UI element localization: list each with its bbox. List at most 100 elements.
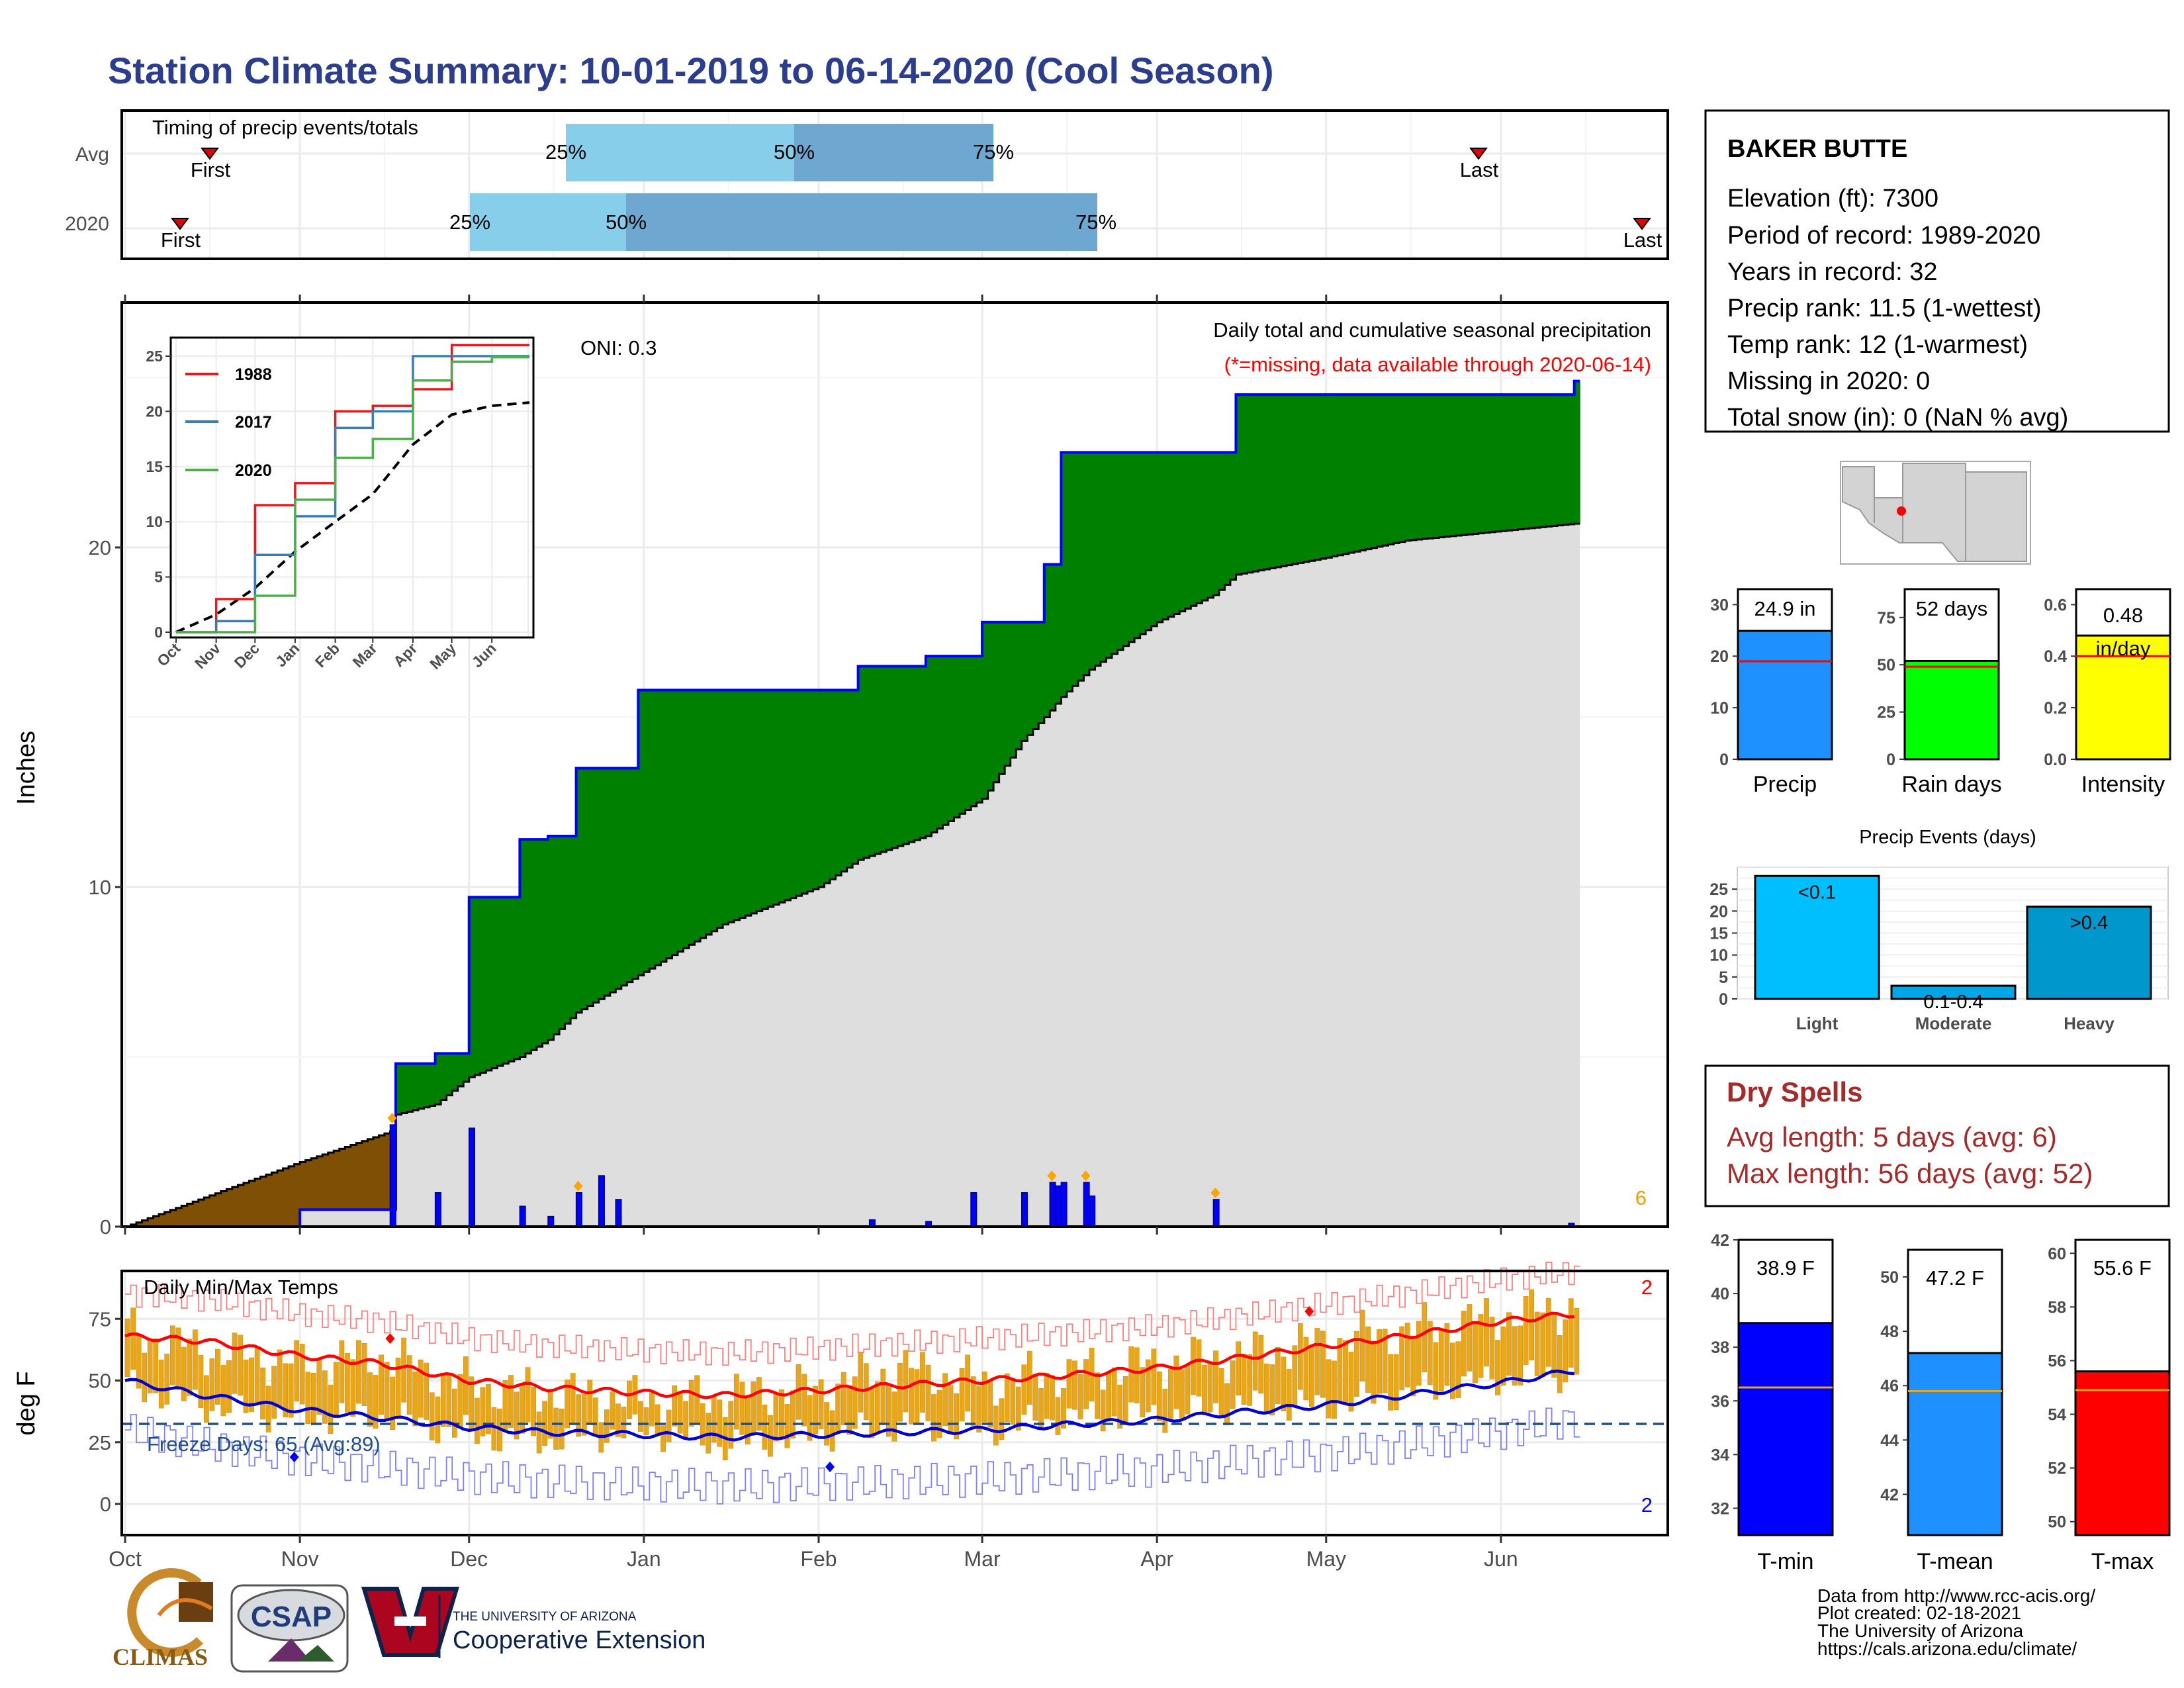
daily-temp-bar (987, 1380, 993, 1428)
temp-summary-2-bar (2074, 1370, 2171, 1536)
inset-ytick-label: 20 (146, 402, 163, 420)
daily-temp-bar (801, 1374, 807, 1427)
daily-temp-bar (739, 1382, 745, 1435)
temp-summary-0-tick: 34 (1711, 1446, 1729, 1464)
daily-temp-bar (1196, 1339, 1202, 1397)
daily-temp-bar (880, 1368, 886, 1425)
daily-temp-bar (576, 1394, 582, 1437)
temp-summary-1-tick: 42 (1880, 1485, 1899, 1504)
daily-temp-bar (283, 1363, 289, 1417)
temp-summary-2-tick: 58 (2048, 1298, 2066, 1317)
summary-0-tick: 10 (1710, 699, 1729, 718)
daily-temp-bar (1529, 1289, 1535, 1360)
temp-summary-2-tick: 52 (2048, 1460, 2066, 1478)
temp-summary-0-tick: 42 (1711, 1231, 1729, 1250)
events-category-label: Moderate (1915, 1013, 1992, 1033)
daily-temp-bar (891, 1391, 897, 1442)
daily-temp-bar (751, 1382, 756, 1434)
missing-note: (*=missing, data available through 2020-… (1224, 353, 1651, 376)
daily-temp-bar (514, 1391, 520, 1440)
daily-temp-bar (655, 1404, 660, 1436)
daily-temp-bar (1061, 1388, 1066, 1429)
record-high-count: 2 (1641, 1276, 1653, 1299)
daily-temp-bar (790, 1390, 796, 1438)
record-low-marker (289, 1452, 299, 1463)
summary-0-bar (1737, 630, 1833, 761)
credits: Data from http://www.rcc-acis.org/ Plot … (1817, 1585, 2095, 1659)
daily-temp-bar (345, 1353, 350, 1413)
month-axis-label: May (1306, 1547, 1346, 1571)
summary-1-bar (1903, 660, 2000, 761)
month-axis-label: Oct (109, 1547, 142, 1571)
daily-temp-bar (1478, 1314, 1484, 1378)
record-min-line (125, 1407, 1580, 1505)
summary-2-tick: 0.2 (2044, 699, 2067, 718)
daily-temp-bar (486, 1383, 491, 1434)
daily-temp-bar (1185, 1364, 1191, 1415)
summary-1-label: Rain days (1901, 772, 2001, 797)
daily-temp-bar (581, 1393, 587, 1436)
daily-temp-bar (1269, 1364, 1275, 1416)
daily-temp-bar (424, 1362, 430, 1420)
missing-day-marker (1081, 1170, 1091, 1182)
daily-temp-bar (784, 1404, 790, 1448)
record-high-marker (1304, 1306, 1314, 1317)
daily-temp-bar (1404, 1323, 1410, 1387)
daily-temp-bar (1100, 1389, 1106, 1432)
daily-temp-bar (265, 1385, 271, 1432)
daily-temp-bar (192, 1329, 198, 1390)
daily-temp-bar (328, 1384, 334, 1434)
inset-ytick-label: 5 (154, 569, 163, 586)
daily-temp-bar (1326, 1359, 1332, 1419)
timing-title: Timing of precip events/totals (152, 116, 418, 139)
month-axis-label: Dec (450, 1547, 488, 1571)
timing-avg-last-marker (1469, 148, 1488, 160)
precip-ytick-label: 0 (100, 1215, 111, 1239)
temp-summary-1-tick: 50 (1880, 1268, 1899, 1287)
daily-temp-bar (305, 1372, 311, 1425)
record-high-marker (385, 1333, 395, 1344)
daily-precip-bar (1083, 1182, 1090, 1227)
daily-temp-bar (390, 1376, 395, 1430)
temp-summary-2-tick: 56 (2048, 1352, 2066, 1370)
daily-temp-bar (294, 1340, 300, 1402)
summary-2-tick: 0.4 (2044, 647, 2067, 666)
daily-temp-bar (869, 1388, 875, 1438)
daily-temp-bar (1297, 1323, 1303, 1390)
daily-temp-bar (903, 1350, 909, 1413)
summary-1-tick: 25 (1877, 704, 1895, 722)
credit-line: Data from http://www.rcc-acis.org/ (1817, 1585, 2095, 1606)
above-avg-area (395, 381, 1580, 1115)
daily-temp-bar (1314, 1328, 1320, 1395)
daily-temp-bar (773, 1393, 779, 1442)
daily-temp-bar (1106, 1373, 1111, 1420)
events-category-label: Heavy (2064, 1013, 2115, 1033)
daily-temp-bar (531, 1387, 536, 1436)
daily-temp-bar (835, 1383, 841, 1433)
daily-temp-bar (536, 1411, 542, 1454)
daily-precip-bar (615, 1199, 622, 1227)
timing-2020-p75: 75% (1075, 211, 1116, 234)
summary-1-value: 52 days (1916, 597, 1988, 620)
daily-temp-bar (429, 1392, 435, 1440)
daily-temp-bar (592, 1397, 598, 1436)
daily-temp-bar (254, 1346, 260, 1405)
missing-count: 6 (1635, 1186, 1647, 1209)
daily-temp-bar (243, 1359, 249, 1413)
temp-summary-2-tick: 50 (2048, 1513, 2066, 1532)
daily-temp-bar (1021, 1364, 1027, 1415)
daily-temp-bar (1286, 1369, 1292, 1421)
daily-temp-bar (914, 1369, 920, 1425)
daily-temp-bar (491, 1407, 497, 1451)
daily-temp-bar (1557, 1335, 1563, 1393)
daily-temp-bar (756, 1377, 762, 1431)
daily-temp-bar (333, 1362, 339, 1419)
daily-temp-bar (316, 1358, 322, 1415)
daily-temp-bar (688, 1380, 694, 1427)
events-bar-moderate (1890, 984, 2017, 1000)
daily-temp-bar (1422, 1302, 1428, 1372)
daily-temp-bar (587, 1380, 593, 1425)
daily-temp-bar (1410, 1336, 1416, 1397)
inset-month-label: Dec (231, 639, 263, 671)
daily-temp-bar (604, 1409, 610, 1443)
